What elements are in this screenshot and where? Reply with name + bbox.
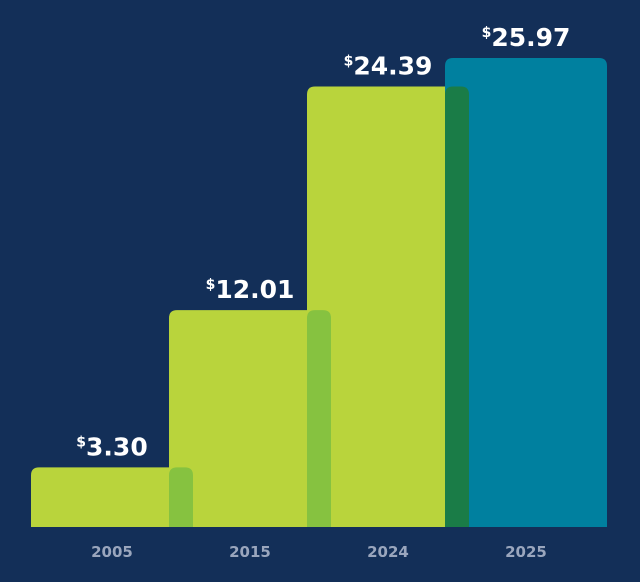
value-labels-layer: $3.30 $12.01 $24.39 $25.97 — [76, 23, 570, 461]
tick-label-2005: 2005 — [91, 543, 133, 561]
value-label-2015: $12.01 — [206, 275, 295, 304]
bar-2015 — [169, 310, 331, 527]
bar-2025 — [445, 58, 607, 527]
bars-layer — [31, 58, 607, 527]
overlap-2015-2024 — [307, 310, 331, 527]
value-label-2005: $3.30 — [76, 432, 147, 461]
bar-2005 — [31, 467, 193, 527]
value-label-2024: $24.39 — [344, 52, 433, 81]
tick-labels-layer: 2005 2015 2024 2025 — [91, 543, 547, 561]
tick-label-2024: 2024 — [367, 543, 409, 561]
overlap-layer — [169, 86, 469, 527]
value-label-2025: $25.97 — [482, 23, 571, 52]
bar-2024 — [307, 86, 469, 527]
tick-label-2015: 2015 — [229, 543, 271, 561]
overlap-2005-2015 — [169, 467, 193, 527]
overlap-2024-2025 — [445, 86, 469, 527]
tick-label-2025: 2025 — [505, 543, 547, 561]
